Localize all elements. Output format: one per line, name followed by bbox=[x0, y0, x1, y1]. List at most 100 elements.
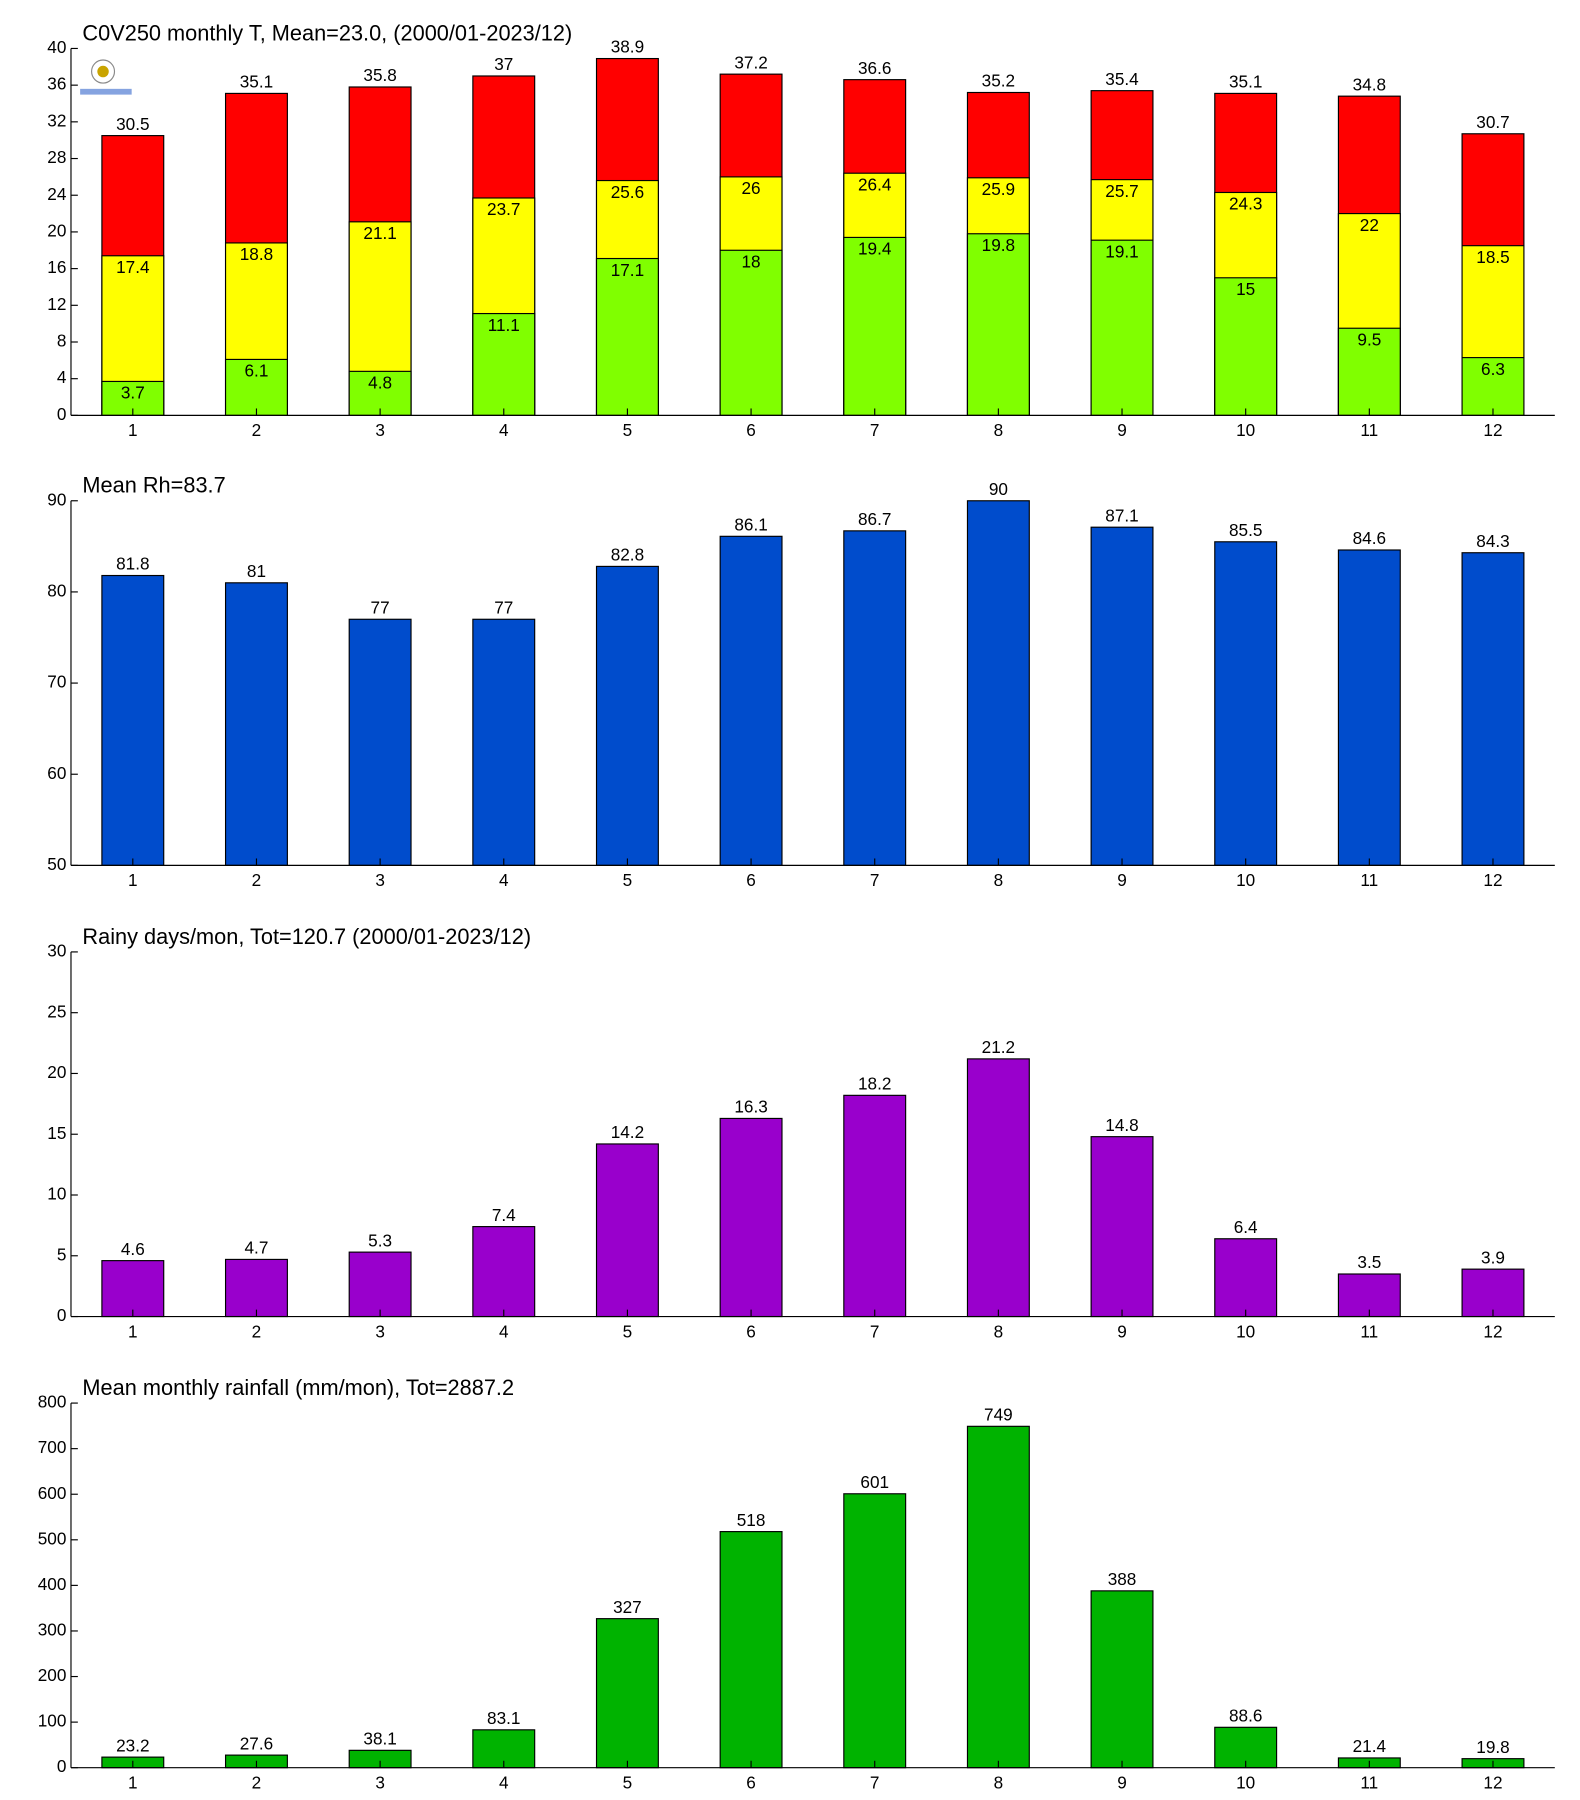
x-tick-label: 11 bbox=[1360, 1321, 1378, 1341]
y-tick-label: 0 bbox=[57, 1756, 67, 1776]
value-label: 38.9 bbox=[611, 37, 644, 57]
value-label: 18.5 bbox=[1476, 247, 1509, 267]
value-label: 21.1 bbox=[363, 223, 396, 243]
y-tick-label: 20 bbox=[47, 1062, 66, 1082]
value-label: 19.8 bbox=[982, 235, 1015, 255]
value-label: 82.8 bbox=[611, 545, 644, 565]
x-tick-label: 4 bbox=[499, 420, 509, 440]
value-label: 35.4 bbox=[1105, 69, 1139, 89]
y-tick-label: 30 bbox=[47, 940, 66, 960]
value-label: 37 bbox=[494, 54, 513, 74]
x-tick-label: 5 bbox=[623, 1772, 633, 1792]
x-tick-label: 8 bbox=[994, 870, 1004, 890]
value-label: 17.4 bbox=[116, 257, 150, 277]
bar bbox=[101, 574, 165, 866]
bar bbox=[1090, 1590, 1154, 1769]
x-tick-label: 1 bbox=[128, 1772, 138, 1792]
value-label: 11.1 bbox=[488, 315, 520, 335]
bar bbox=[1090, 239, 1154, 416]
y-tick-label: 90 bbox=[47, 489, 66, 509]
x-tick-label: 7 bbox=[870, 1772, 880, 1792]
bar bbox=[966, 500, 1030, 866]
bar bbox=[966, 1425, 1030, 1769]
y-tick-label: 15 bbox=[47, 1123, 66, 1143]
x-tick-label: 4 bbox=[499, 1321, 509, 1341]
x-tick-label: 10 bbox=[1236, 1772, 1255, 1792]
y-tick-label: 60 bbox=[47, 763, 66, 783]
bar bbox=[1461, 1268, 1525, 1318]
value-label: 85.5 bbox=[1229, 520, 1262, 540]
y-tick-label: 28 bbox=[47, 147, 66, 167]
value-label: 84.6 bbox=[1353, 528, 1386, 548]
bar bbox=[224, 358, 288, 416]
chart-title: Rainy days/mon, Tot=120.7 (2000/01-2023/… bbox=[82, 924, 531, 949]
x-tick-label: 4 bbox=[499, 1772, 509, 1792]
value-label: 15 bbox=[1236, 279, 1255, 299]
chart-title: Mean monthly rainfall (mm/mon), Tot=2887… bbox=[82, 1375, 514, 1400]
y-tick-label: 8 bbox=[57, 331, 67, 351]
value-label: 6.1 bbox=[245, 361, 269, 381]
value-label: 26 bbox=[742, 178, 761, 198]
x-tick-label: 9 bbox=[1117, 1321, 1127, 1341]
value-label: 25.6 bbox=[611, 182, 644, 202]
value-label: 35.2 bbox=[982, 71, 1015, 91]
value-label: 3.5 bbox=[1357, 1252, 1381, 1272]
value-label: 30.7 bbox=[1476, 112, 1509, 132]
x-tick-label: 8 bbox=[994, 420, 1004, 440]
value-label: 3.9 bbox=[1481, 1247, 1505, 1267]
bar bbox=[843, 1493, 907, 1769]
x-tick-label: 1 bbox=[128, 420, 138, 440]
x-tick-label: 9 bbox=[1117, 870, 1127, 890]
value-label: 25.7 bbox=[1105, 181, 1138, 201]
y-tick-label: 32 bbox=[47, 110, 66, 130]
y-tick-label: 40 bbox=[47, 37, 66, 57]
y-tick-label: 36 bbox=[47, 74, 66, 94]
x-tick-label: 5 bbox=[623, 870, 633, 890]
value-label: 19.8 bbox=[1476, 1737, 1509, 1757]
value-label: 77 bbox=[371, 597, 390, 617]
bar bbox=[472, 1226, 536, 1318]
y-tick-label: 800 bbox=[38, 1392, 67, 1412]
bar bbox=[719, 535, 783, 866]
value-label: 9.5 bbox=[1357, 329, 1381, 349]
y-tick-label: 70 bbox=[47, 672, 66, 692]
bar bbox=[472, 618, 536, 866]
value-label: 3.7 bbox=[121, 383, 145, 403]
value-label: 27.6 bbox=[240, 1733, 273, 1753]
value-label: 14.8 bbox=[1105, 1115, 1138, 1135]
value-label: 21.2 bbox=[982, 1037, 1015, 1057]
value-label: 327 bbox=[613, 1597, 642, 1617]
bar bbox=[595, 1143, 659, 1318]
value-label: 4.8 bbox=[368, 373, 392, 393]
x-tick-label: 4 bbox=[499, 870, 509, 890]
x-tick-label: 12 bbox=[1483, 1321, 1502, 1341]
bar bbox=[348, 618, 412, 866]
y-tick-label: 16 bbox=[47, 257, 66, 277]
logo bbox=[80, 59, 132, 95]
y-tick-label: 12 bbox=[47, 294, 66, 314]
value-label: 34.8 bbox=[1353, 74, 1386, 94]
value-label: 19.4 bbox=[858, 239, 892, 259]
y-tick-label: 0 bbox=[57, 1305, 67, 1325]
bar bbox=[1337, 327, 1401, 416]
x-tick-label: 2 bbox=[252, 420, 262, 440]
value-label: 35.1 bbox=[1229, 72, 1262, 92]
value-label: 81 bbox=[247, 561, 266, 581]
value-label: 38.1 bbox=[363, 1728, 396, 1748]
x-tick-label: 2 bbox=[252, 1772, 262, 1792]
value-label: 16.3 bbox=[734, 1097, 767, 1117]
value-label: 30.5 bbox=[116, 114, 149, 134]
bar bbox=[1214, 541, 1278, 866]
bar bbox=[719, 1531, 783, 1769]
bar bbox=[843, 1094, 907, 1318]
value-label: 18 bbox=[742, 251, 761, 271]
y-tick-label: 10 bbox=[47, 1184, 66, 1204]
bar bbox=[348, 1251, 412, 1318]
value-label: 22 bbox=[1360, 215, 1379, 235]
y-tick-label: 200 bbox=[38, 1665, 67, 1685]
value-label: 5.3 bbox=[368, 1230, 392, 1250]
x-tick-label: 10 bbox=[1236, 870, 1255, 890]
value-label: 81.8 bbox=[116, 554, 149, 574]
bar bbox=[224, 1258, 288, 1318]
x-tick-label: 11 bbox=[1360, 870, 1378, 890]
